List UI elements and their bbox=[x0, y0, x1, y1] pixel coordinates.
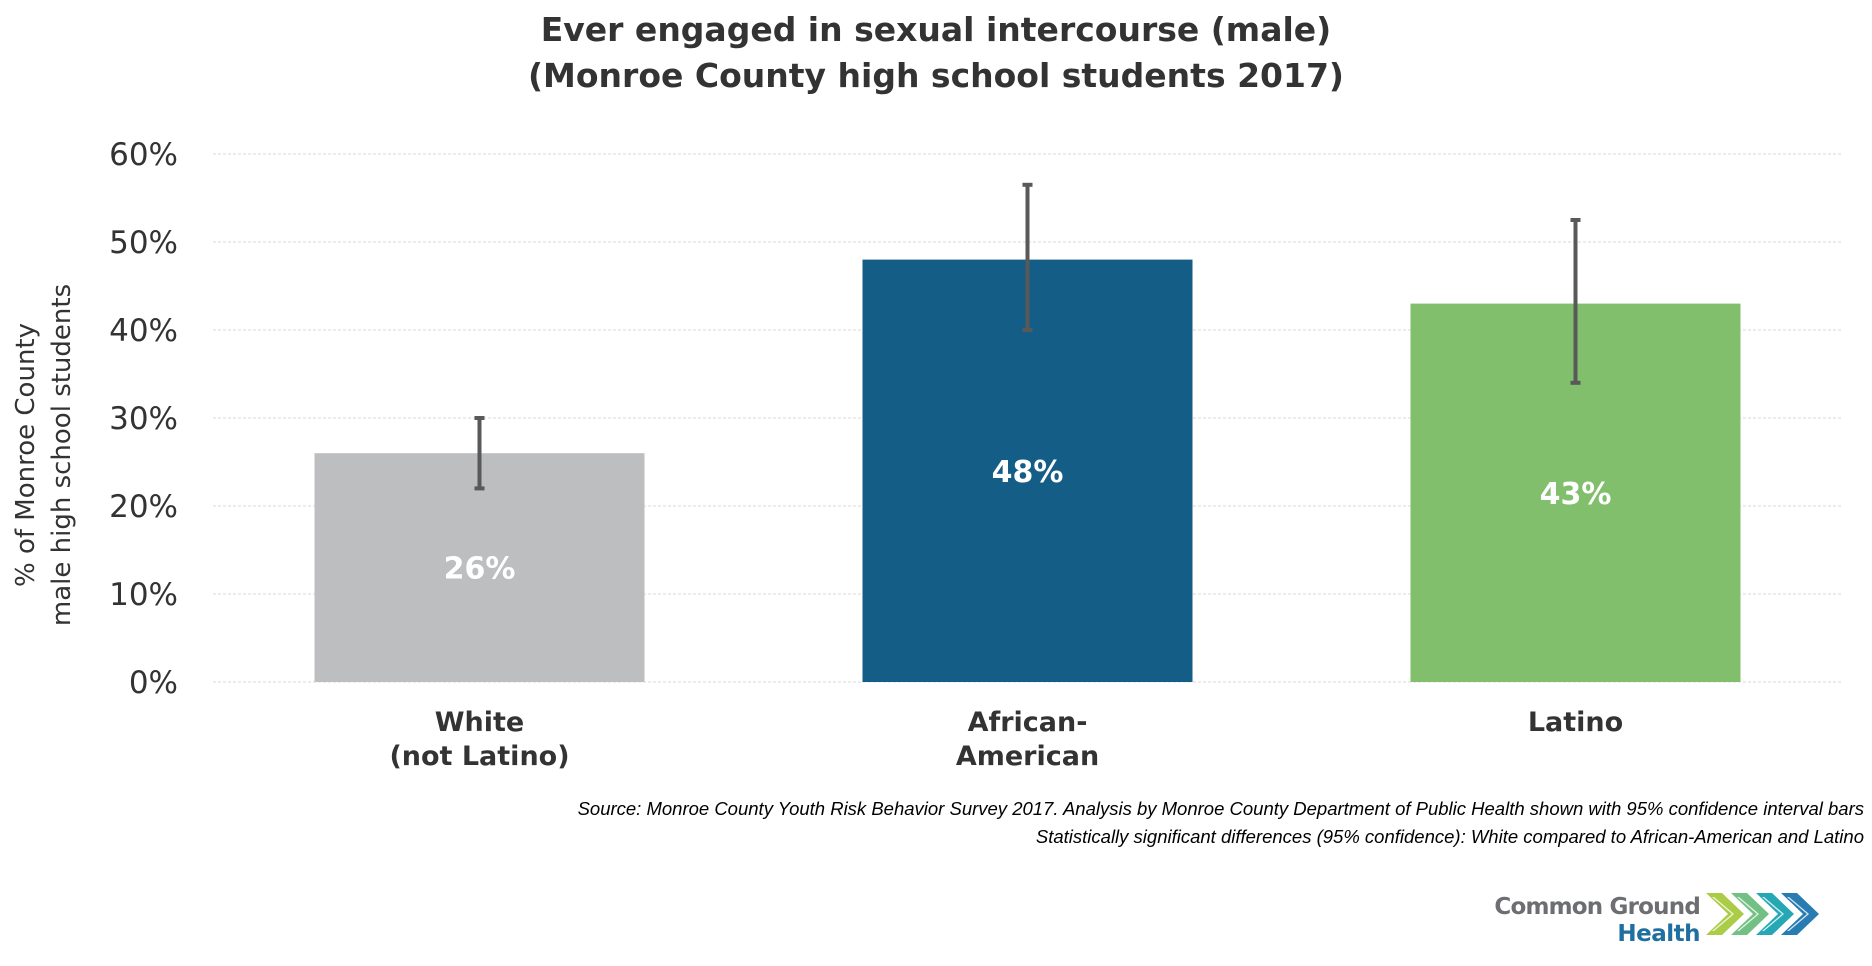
error-bar bbox=[474, 416, 485, 491]
chevron-icon bbox=[1756, 893, 1794, 935]
source-note: Source: Monroe County Youth Risk Behavio… bbox=[578, 798, 1864, 819]
error-bar bbox=[1570, 218, 1581, 385]
y-tick-label: 10% bbox=[109, 577, 178, 613]
logo-text-line-1: Common Ground bbox=[1494, 894, 1700, 920]
significance-note: Statistically significant differences (9… bbox=[1036, 826, 1864, 847]
y-tick-label: 40% bbox=[109, 313, 178, 349]
common-ground-health-logo: Common Ground Health bbox=[1494, 893, 1819, 947]
x-category-label: White bbox=[435, 707, 524, 738]
error-bar bbox=[1022, 182, 1033, 332]
x-category-label: Latino bbox=[1528, 707, 1623, 738]
x-category-label: (not Latino) bbox=[389, 741, 569, 772]
y-axis-label: % of Monroe County male high school stud… bbox=[11, 284, 77, 626]
y-axis-label-line-1: % of Monroe County bbox=[11, 323, 41, 587]
chevron-icon bbox=[1731, 893, 1769, 935]
data-label: 43% bbox=[1540, 477, 1612, 512]
logo-chevrons-icon bbox=[1706, 893, 1819, 935]
y-tick-label: 20% bbox=[109, 489, 178, 525]
x-category-label: African- bbox=[968, 707, 1088, 738]
chart-title-line-2: (Monroe County high school students 2017… bbox=[528, 56, 1344, 95]
y-tick-label: 30% bbox=[109, 401, 178, 437]
chevron-icon bbox=[1781, 893, 1819, 935]
data-labels: 26% 48% 43% bbox=[444, 455, 1612, 587]
chevron-icon bbox=[1706, 893, 1744, 935]
y-axis-label-line-2: male high school students bbox=[47, 284, 77, 626]
y-tick-label: 50% bbox=[109, 225, 178, 261]
y-axis-ticks: 0% 10% 20% 30% 40% 50% 60% bbox=[109, 137, 178, 701]
y-tick-label: 0% bbox=[129, 665, 178, 701]
data-label: 26% bbox=[444, 552, 516, 587]
x-category-label: American bbox=[956, 741, 1099, 772]
logo-text-line-2: Health bbox=[1617, 921, 1700, 947]
error-bars bbox=[474, 182, 1581, 491]
category-labels: White(not Latino) African-American Latino bbox=[389, 707, 1623, 772]
bars bbox=[314, 259, 1741, 682]
chart-title-line-1: Ever engaged in sexual intercourse (male… bbox=[541, 10, 1332, 49]
bar bbox=[314, 453, 645, 682]
data-label: 48% bbox=[992, 455, 1064, 490]
y-tick-label: 60% bbox=[109, 137, 178, 173]
